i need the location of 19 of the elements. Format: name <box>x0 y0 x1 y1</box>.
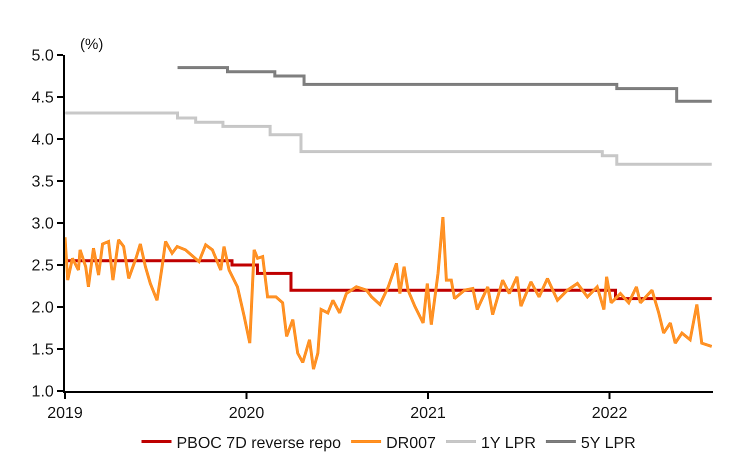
y-tick-label: 1.5 <box>32 342 54 359</box>
legend-label: PBOC 7D reverse repo <box>176 434 342 452</box>
y-tick-label: 2.5 <box>32 258 54 275</box>
y-tick-label: 2.0 <box>32 300 54 317</box>
y-tick-label: 3.0 <box>32 216 54 233</box>
legend-label: DR007 <box>386 434 436 452</box>
y-tick-label: 4.5 <box>32 90 54 107</box>
x-tick-label: 2022 <box>592 405 628 422</box>
y-tick-label: 3.5 <box>32 174 54 191</box>
x-tick-label: 2021 <box>410 405 446 422</box>
y-tick-label: 4.0 <box>32 132 54 149</box>
y-tick-label: 1.0 <box>32 384 54 401</box>
legend-label: 5Y LPR <box>580 434 636 452</box>
y-tick-label: 5.0 <box>32 48 54 65</box>
legend-label: 1Y LPR <box>481 434 536 452</box>
x-tick-label: 2020 <box>228 405 264 422</box>
y-axis-title: (%) <box>80 36 104 53</box>
x-tick-label: 2019 <box>47 405 83 422</box>
line-series <box>65 216 713 371</box>
